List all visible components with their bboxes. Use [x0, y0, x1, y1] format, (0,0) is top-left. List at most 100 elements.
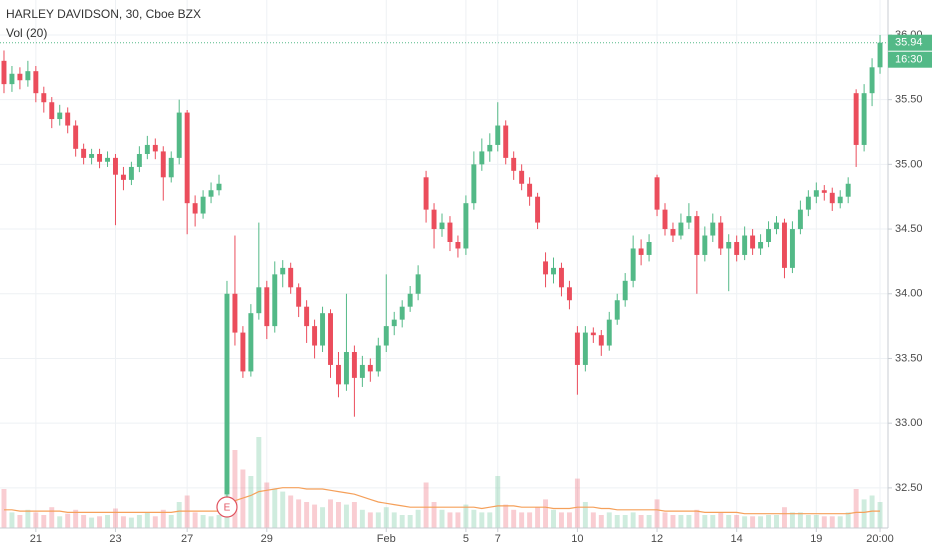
y-tick-label: 35.00 [895, 158, 923, 170]
candle-body [73, 125, 79, 149]
volume-bar [296, 499, 302, 528]
candle-body [113, 157, 118, 175]
volume-bar [662, 512, 668, 528]
candle-body [343, 352, 349, 385]
x-tick-label: 10 [571, 533, 583, 545]
volume-bar [81, 515, 87, 528]
volume-bar [415, 509, 421, 528]
volume-bar [240, 469, 246, 528]
candle-body [582, 332, 588, 365]
candle-body [734, 242, 740, 255]
candle-body [192, 203, 198, 214]
candle-body [566, 287, 572, 301]
candle-body [702, 235, 708, 255]
volume-bar [813, 515, 819, 528]
volume-bar [654, 499, 660, 528]
candle-body [606, 319, 612, 346]
candle-body [304, 306, 310, 327]
candle-body [766, 229, 772, 242]
candle-body [359, 364, 365, 378]
volume-bar [455, 512, 461, 528]
candle-body [407, 293, 413, 307]
candle-body [447, 222, 453, 242]
candle-body [351, 352, 357, 378]
candle-body [9, 73, 15, 85]
candle-body [622, 280, 628, 301]
volume-bar [391, 512, 397, 528]
candle-body [216, 183, 222, 191]
candle-body [264, 287, 270, 327]
candle-body [813, 190, 819, 197]
volume-ma-line [4, 487, 880, 515]
candle-body [232, 293, 238, 333]
candle-body [33, 71, 39, 94]
volume-bar [471, 509, 477, 528]
volume-bar [487, 512, 493, 528]
candle-body [869, 67, 875, 94]
volume-bar [598, 515, 604, 528]
candle-body [120, 174, 126, 180]
volume-bar [726, 515, 732, 528]
volume-bar [17, 515, 23, 528]
candle-body [463, 203, 469, 249]
volume-bar [192, 512, 198, 528]
volume-bar [686, 515, 692, 528]
candle-body [280, 267, 286, 275]
volume-bar [829, 516, 835, 528]
volume-bar [797, 512, 803, 528]
candle-body [41, 93, 47, 103]
candle-body [559, 267, 564, 288]
chart-title: HARLEY DAVIDSON, 30, Cboe BZX [6, 7, 201, 21]
x-tick-label: 21 [30, 533, 42, 545]
candle-body [590, 332, 596, 336]
candle-body [367, 364, 373, 372]
volume-bar [638, 515, 644, 528]
volume-bar [351, 502, 357, 528]
candle-body [25, 71, 31, 81]
volume-bar [320, 507, 326, 528]
volume-bar [479, 512, 485, 528]
candle-body [694, 216, 700, 255]
candle-body [105, 157, 110, 162]
volume-bar [304, 502, 310, 528]
volume-bar [264, 482, 270, 528]
volume-bar [574, 478, 580, 528]
volume-bar [694, 509, 700, 528]
volume-bar [128, 517, 134, 528]
plot [0, 34, 888, 514]
candle-body [598, 335, 604, 346]
volume-bar [399, 515, 405, 528]
candle-body [805, 196, 811, 210]
candle-body [288, 267, 294, 288]
candle-body [431, 209, 437, 230]
volume-bar [718, 512, 724, 528]
last-price-box [888, 34, 932, 51]
candle-body [136, 154, 142, 167]
candle-body [614, 300, 620, 320]
volume-bar [407, 515, 413, 528]
candle-body [176, 112, 182, 158]
candle-body [877, 42, 883, 68]
candle-body [511, 157, 517, 171]
candle-body [527, 183, 533, 197]
candle-body [726, 242, 732, 249]
volume-bar [136, 515, 142, 528]
x-tick-label: Feb [377, 533, 396, 545]
volume-bar [710, 515, 716, 528]
volume-bar [670, 515, 676, 528]
volume-bar [49, 507, 55, 528]
volume-bar [861, 499, 867, 528]
volume-bar [758, 516, 764, 528]
candle-body [240, 332, 246, 372]
volume-bar [821, 516, 827, 528]
x-tick-label: 12 [651, 533, 663, 545]
volume-bar [742, 516, 748, 528]
candle-body [742, 235, 748, 255]
candle-body [519, 170, 525, 184]
last-price-label: 35.94 [895, 37, 923, 49]
volume-bar [113, 508, 118, 528]
volume-bar [582, 502, 588, 528]
candle-body [455, 242, 461, 249]
candle-body [256, 287, 262, 314]
